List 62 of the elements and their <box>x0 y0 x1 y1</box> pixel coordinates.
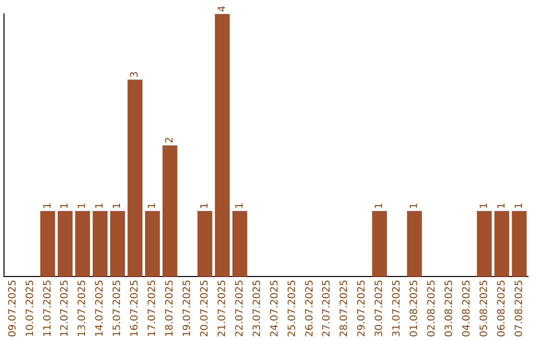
x-tick-label: 18.07.2025 <box>164 280 176 338</box>
bar <box>512 211 527 277</box>
bar <box>214 14 230 277</box>
data-label: 1 <box>77 202 88 210</box>
bar <box>128 80 142 277</box>
bar <box>494 211 510 277</box>
bar <box>162 145 178 277</box>
x-tick-label: 09.07.2025 <box>7 280 18 338</box>
x-tick-label: 04.08.2025 <box>461 280 472 338</box>
x-tick-label: 25.07.2025 <box>286 280 298 338</box>
x-tick-label: 12.07.2025 <box>60 280 71 338</box>
bar <box>145 211 160 277</box>
data-label: 2 <box>164 136 176 144</box>
x-tick-label: 14.07.2025 <box>94 280 106 338</box>
x-tick-label: 06.08.2025 <box>496 280 508 338</box>
x-tick-label: 28.07.2025 <box>339 280 350 338</box>
data-label: 1 <box>374 202 386 210</box>
bar <box>58 211 73 277</box>
x-tick-label: 31.07.2025 <box>392 280 403 338</box>
bar <box>372 211 387 277</box>
x-tick-label: 01.08.2025 <box>409 280 420 338</box>
data-label: 1 <box>514 202 525 210</box>
x-tick-label: 24.07.2025 <box>269 280 280 338</box>
bar <box>110 211 125 277</box>
x-tick-label: 29.07.2025 <box>356 280 368 338</box>
x-tick-label: 21.07.2025 <box>216 280 228 338</box>
bar <box>232 211 248 277</box>
x-tick-label: 02.08.2025 <box>426 280 438 338</box>
data-label: 3 <box>130 71 141 78</box>
bar <box>197 211 212 277</box>
data-label: 4 <box>216 6 228 12</box>
x-tick-label: 19.07.2025 <box>182 280 193 338</box>
data-label: 1 <box>496 202 508 210</box>
x-tick-label: 17.07.2025 <box>147 280 158 338</box>
data-label: 1 <box>60 202 71 210</box>
x-tick-label: 05.08.2025 <box>478 280 490 338</box>
x-tick-label: 20.07.2025 <box>199 280 210 338</box>
bar <box>407 211 422 277</box>
x-tick-label: 23.07.2025 <box>252 280 263 338</box>
bar <box>92 211 108 277</box>
x-tick-label: 22.07.2025 <box>234 280 246 338</box>
x-tick-label: 15.07.2025 <box>112 280 124 338</box>
data-label: 1 <box>199 202 210 210</box>
x-tick-label: 10.07.2025 <box>24 280 36 338</box>
x-tick-label: 30.07.2025 <box>374 280 386 338</box>
x-tick-label: 13.07.2025 <box>77 280 88 338</box>
data-label: 1 <box>42 202 54 210</box>
data-label: 1 <box>409 202 420 210</box>
x-tick-label: 27.07.2025 <box>322 280 333 338</box>
data-label: 1 <box>94 202 106 210</box>
x-tick-label: 07.08.2025 <box>514 280 525 338</box>
x-tick-label: 11.07.2025 <box>42 280 54 338</box>
data-label: 1 <box>478 202 490 210</box>
x-tick-label: 16.07.2025 <box>130 280 141 338</box>
bar <box>476 211 492 277</box>
x-tick-label: 03.08.2025 <box>444 280 455 338</box>
data-label: 1 <box>147 202 158 210</box>
x-tick-label: 26.07.2025 <box>304 280 316 338</box>
bar <box>75 211 90 277</box>
bar <box>40 211 56 277</box>
data-label: 1 <box>112 202 124 210</box>
data-label: 1 <box>234 202 246 210</box>
